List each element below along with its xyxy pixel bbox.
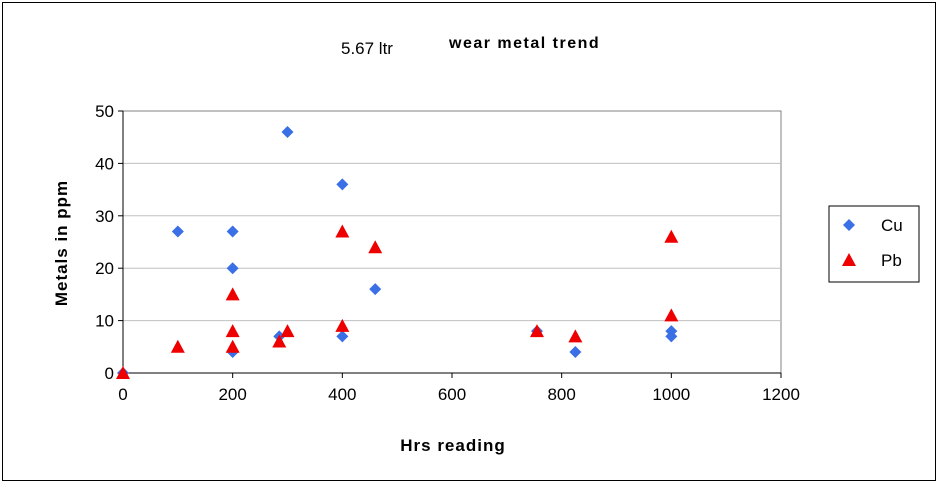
data-point-cu xyxy=(336,330,349,343)
y-tick-label: 10 xyxy=(95,312,114,331)
y-axis-ticks: 0 10 20 30 40 50 xyxy=(95,102,123,383)
data-point-pb xyxy=(225,339,240,353)
legend-label-pb: Pb xyxy=(881,251,902,270)
data-point-cu xyxy=(369,283,382,296)
data-point-cu xyxy=(336,178,349,191)
data-point-pb xyxy=(272,334,287,348)
scatter-chart: 5.67 ltr wear metal trend 0 10 20 30 40 50 0 2… xyxy=(52,35,920,455)
x-tick-label: 600 xyxy=(438,385,466,404)
data-point-cu xyxy=(171,225,184,238)
data-points xyxy=(116,125,679,379)
data-point-pb xyxy=(170,339,185,353)
legend-box xyxy=(828,205,920,283)
x-axis-ticks: 0 200 400 600 800 1000 1200 xyxy=(118,373,800,404)
data-point-pb xyxy=(116,366,130,379)
chart-title: wear metal trend xyxy=(448,35,600,52)
series-pb xyxy=(116,224,679,379)
y-tick-label: 40 xyxy=(95,154,114,173)
y-tick-label: 30 xyxy=(95,207,114,226)
legend: Cu Pb xyxy=(828,205,920,283)
x-tick-label: 1200 xyxy=(762,385,800,404)
chart-title-prefix: 5.67 ltr xyxy=(341,39,393,58)
data-point-pb xyxy=(280,324,295,338)
data-point-cu xyxy=(226,225,239,238)
legend-label-cu: Cu xyxy=(881,216,903,235)
plot-background xyxy=(122,110,782,374)
data-point-pb xyxy=(335,224,350,238)
x-axis-title: Hrs reading xyxy=(400,436,505,455)
y-axis-title: Metals in ppm xyxy=(52,180,71,306)
data-point-pb xyxy=(335,318,350,332)
x-tick-label: 200 xyxy=(218,385,246,404)
data-point-pb xyxy=(664,229,679,243)
data-point-pb xyxy=(225,287,240,301)
legend-marker-pb xyxy=(842,253,856,266)
data-point-cu xyxy=(226,262,239,275)
legend-marker-cu xyxy=(843,219,855,231)
y-tick-label: 50 xyxy=(95,102,114,121)
data-point-pb xyxy=(225,324,240,338)
y-tick-label: 0 xyxy=(105,364,114,383)
data-point-cu xyxy=(569,346,582,359)
x-tick-label: 0 xyxy=(118,385,127,404)
data-point-pb xyxy=(568,329,583,343)
x-tick-label: 800 xyxy=(547,385,575,404)
data-point-pb xyxy=(529,324,544,338)
data-point-cu xyxy=(665,325,678,338)
y-tick-label: 20 xyxy=(95,259,114,278)
data-point-pb xyxy=(664,308,679,322)
data-point-pb xyxy=(368,240,383,254)
plot-area xyxy=(122,110,782,374)
x-tick-label: 400 xyxy=(328,385,356,404)
data-point-cu xyxy=(281,125,294,138)
x-tick-label: 1000 xyxy=(652,385,690,404)
